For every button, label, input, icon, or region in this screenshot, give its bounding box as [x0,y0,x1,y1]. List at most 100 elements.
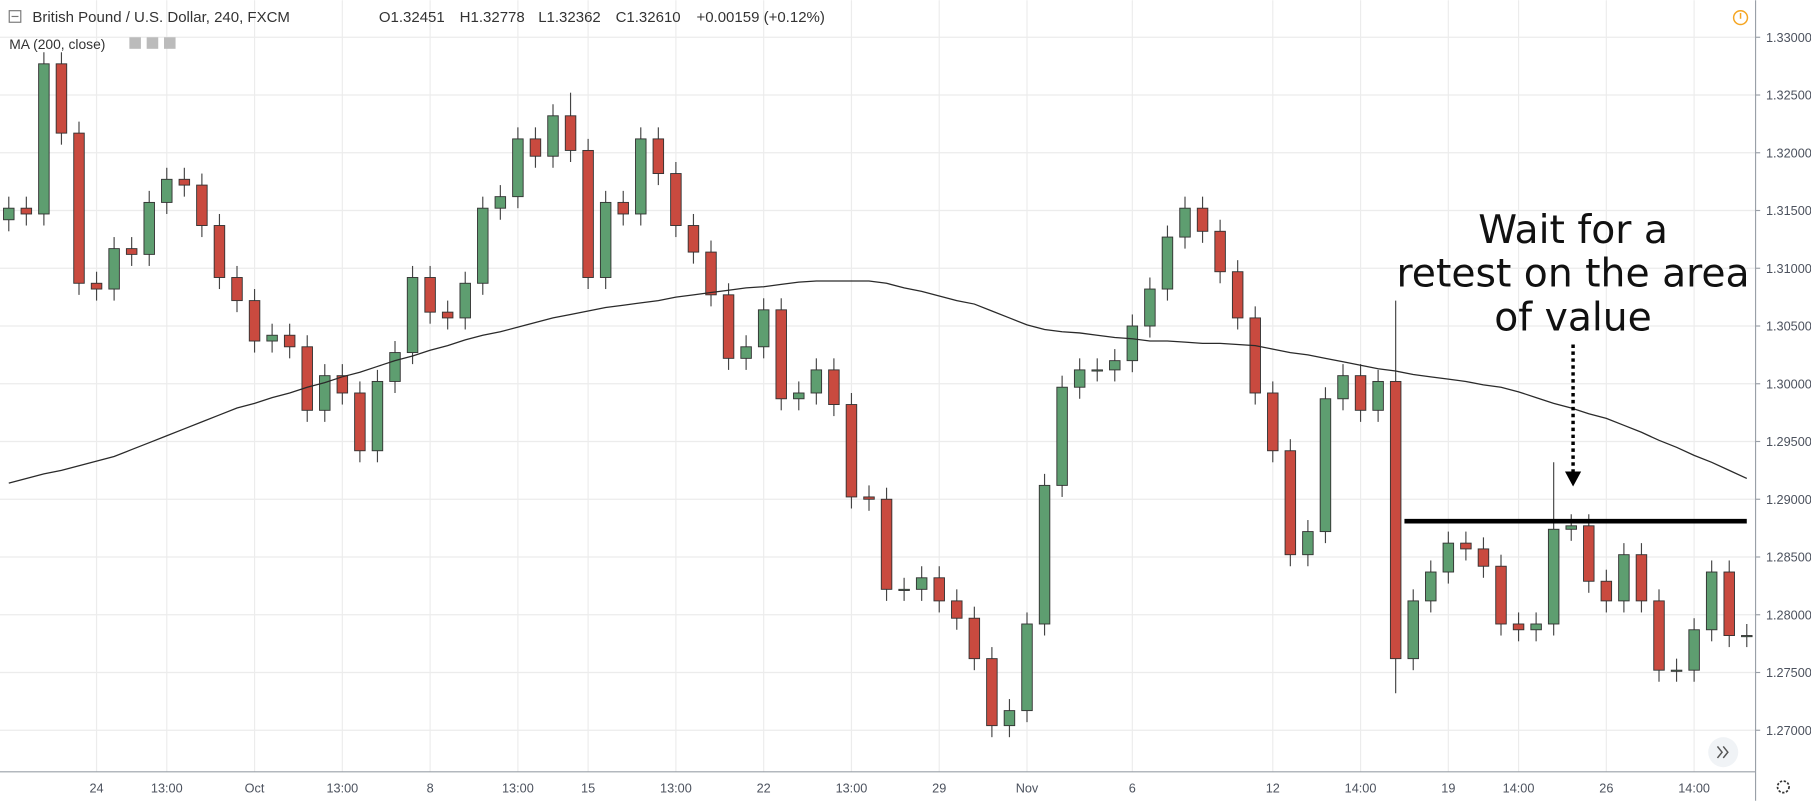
candle-body [1372,380,1384,411]
candle-body [757,309,770,348]
candle-body [1038,484,1051,625]
candle-body [582,149,594,278]
y-tick-label: 1.29500 [1766,435,1811,449]
x-tick-label: 13:00 [836,782,868,796]
y-tick-label: 1.30500 [1766,320,1811,334]
symbol: British Pound / U.S. Dollar, 240, FXCM [32,9,290,26]
x-tick-label: 8 [427,782,434,796]
candle-body [1688,629,1700,671]
candle-body [845,404,858,498]
candle-body [161,178,173,203]
candle-body [1144,288,1156,327]
candle-body [564,115,577,151]
candle-body [477,207,489,284]
x-tick-label: 12 [1266,782,1280,796]
candle-body [635,138,647,215]
ma-settings-button[interactable] [146,37,159,49]
y-tick-label: 1.27000 [1766,724,1811,738]
candle-body [1600,580,1613,602]
candle-body [354,392,366,452]
settings-icon[interactable] [1776,780,1790,794]
candle-body [108,248,120,290]
candle-body [1407,600,1419,660]
candle-body [1495,565,1507,625]
candle-body [248,300,261,342]
plot [3,52,1753,738]
candle-body [178,178,191,186]
x-tick-label: 13:00 [151,782,183,796]
change-value: +0.00159 (+0.12%) [696,9,824,26]
candle-body [424,277,436,313]
candle-body [828,369,840,406]
candle-body [1460,542,1472,550]
candle-body [20,207,33,215]
ma-remove-button[interactable] [164,37,176,49]
y-tick-label: 1.28500 [1766,551,1811,565]
candle-body [196,184,208,226]
candle-body [125,248,138,255]
x-tick-label: 13:00 [326,782,358,796]
candle-body [670,173,682,226]
y-tick-label: 1.29000 [1766,493,1811,507]
candle-body [301,346,313,411]
candle-body [898,588,910,591]
alert-icon[interactable] [1732,9,1749,26]
candle-body [1389,380,1402,660]
candle-body [529,138,542,157]
candle-body [1249,317,1261,394]
candle-body [1196,207,1209,232]
candle-body [1425,571,1437,602]
candle-body [652,138,665,175]
x-tick-label: 14:00 [1503,782,1535,796]
candle-body [1741,635,1753,638]
x-tick-label: 14:00 [1345,782,1377,796]
candle-body [880,498,893,590]
candle-body [371,380,384,452]
y-tick-label: 1.32500 [1766,89,1811,103]
x-tick-label: 13:00 [660,782,692,796]
candle-body [1530,623,1542,631]
candle-body [266,334,278,342]
low-value: L1.32362 [538,9,601,26]
candle-body [1705,571,1718,631]
candle-body [336,375,349,394]
candle-body [687,225,700,253]
candle-body [1091,369,1103,372]
x-tick-label: Oct [245,782,265,796]
candle-body [1302,531,1314,556]
candle-body [722,294,735,359]
candle-body [968,617,981,660]
candle-body [494,196,507,209]
candle-body [1073,369,1086,388]
x-tick-label: 22 [757,782,771,796]
candle-body [73,132,85,284]
candle-body [1284,450,1297,556]
collapse-button[interactable] [8,10,22,23]
candle-body [38,63,50,215]
ma-hide-button[interactable] [129,37,141,49]
candle-body [599,201,612,278]
candle-body [283,334,296,348]
ma-legend[interactable]: MA (200, close) [9,36,105,52]
candle-body [90,282,103,290]
candle-body [705,251,717,296]
x-tick-label: 13:00 [502,782,534,796]
candle-body [951,600,963,619]
candle-body [512,138,524,198]
scroll-button[interactable] [1708,737,1739,768]
x-tick-label: 26 [1599,782,1613,796]
high-value: H1.32778 [460,9,525,26]
y-tick-label: 1.31500 [1766,204,1811,218]
x-tick-label: 15 [581,782,595,796]
y-tick-label: 1.31000 [1766,262,1811,276]
candle-body [1442,542,1455,573]
candle-body [1635,554,1648,602]
candle-body [459,282,471,319]
scroll-icon [1716,745,1729,759]
candle-body [55,63,68,134]
candle-body [617,201,629,215]
grid [0,0,1756,772]
candle-body [1477,548,1490,567]
